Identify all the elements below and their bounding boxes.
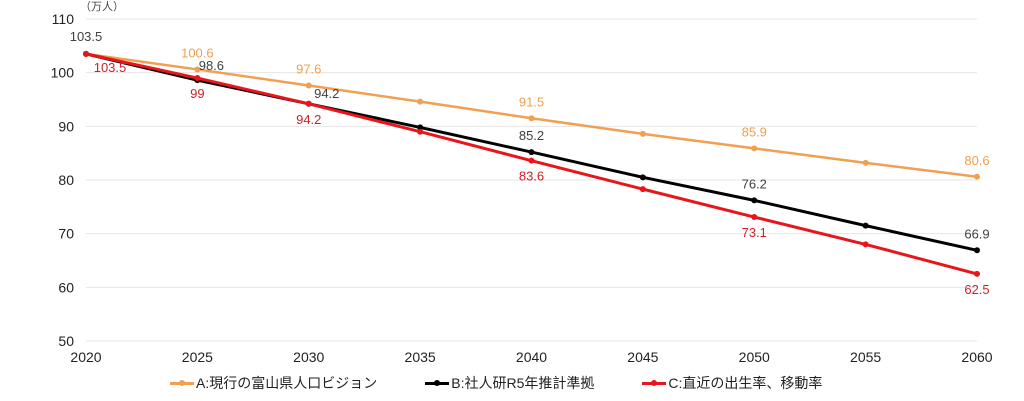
x-tick-label: 2030 (293, 349, 324, 365)
y-tick-label: 90 (58, 118, 74, 134)
y-tick-label: 80 (58, 172, 74, 188)
legend-label-b: B:社人研R5年推計準拠 (451, 375, 595, 391)
data-point (751, 214, 758, 221)
data-label: 91.5 (519, 94, 544, 109)
y-tick-label: 50 (58, 333, 74, 349)
data-point (862, 159, 869, 166)
data-point (862, 222, 869, 229)
x-tick-label: 2050 (739, 349, 770, 365)
data-label: 85.9 (742, 124, 767, 139)
data-point (305, 100, 312, 107)
legend-label-c: C:直近の出生率、移動率 (668, 375, 823, 391)
y-tick-label: 60 (58, 279, 74, 295)
data-point (83, 50, 89, 57)
data-point (974, 270, 980, 277)
data-point (751, 197, 758, 204)
legend-label-a: A:現行の富山県人口ビジョン (196, 375, 378, 391)
data-point (417, 98, 424, 105)
series-line-c (85, 52, 978, 276)
legend: A:現行の富山県人口ビジョン B:社人研R5年推計準拠 C:直近の出生率、移動率 (170, 373, 822, 393)
data-point (194, 75, 201, 82)
data-point (862, 241, 869, 248)
x-tick-label: 2040 (516, 349, 547, 365)
data-point (974, 247, 980, 254)
data-label: 94.2 (314, 86, 339, 101)
data-label: 103.5 (94, 60, 127, 75)
data-point (417, 128, 424, 135)
y-tick-label: 100 (51, 65, 75, 81)
data-label: 94.2 (296, 112, 321, 127)
x-tick-label: 2020 (70, 349, 101, 365)
x-tick-label: 2035 (405, 349, 436, 365)
x-tick-label: 2060 (961, 349, 992, 365)
data-label: 85.2 (519, 128, 544, 143)
x-tick-label: 2055 (850, 349, 881, 365)
data-label: 97.6 (296, 62, 321, 77)
data-point (194, 66, 201, 73)
data-point (639, 174, 646, 181)
legend-item-a: A:現行の富山県人口ビジョン (170, 373, 377, 393)
data-point (528, 115, 535, 122)
data-point (639, 186, 646, 193)
data-label: 73.1 (742, 225, 767, 240)
data-label: 83.6 (519, 169, 544, 184)
data-point (639, 130, 646, 137)
data-label: 103.5 (70, 29, 103, 44)
legend-swatch-a (170, 379, 194, 386)
data-label: 76.2 (742, 176, 767, 191)
x-tick-label: 2045 (627, 349, 658, 365)
y-tick-label: 70 (58, 226, 74, 242)
legend-item-c: C:直近の出生率、移動率 (642, 373, 822, 393)
legend-item-b: B:社人研R5年推計準拠 (425, 373, 594, 393)
data-point (528, 157, 535, 164)
y-axis-unit-label: （万人） (80, 0, 124, 13)
data-point (751, 145, 758, 152)
data-label: 66.9 (964, 226, 989, 241)
data-point (417, 124, 424, 131)
data-label: 98.6 (199, 58, 224, 73)
legend-swatch-b (425, 379, 450, 386)
data-label: 62.5 (964, 282, 989, 297)
data-point (974, 173, 980, 180)
data-label: 80.6 (964, 153, 989, 168)
x-tick-label: 2025 (182, 349, 213, 365)
data-point (305, 82, 312, 89)
legend-swatch-c (642, 379, 667, 386)
data-label: 99 (190, 86, 204, 101)
y-tick-label: 110 (52, 11, 75, 27)
data-label: 100.6 (181, 45, 214, 60)
data-point (528, 149, 535, 156)
